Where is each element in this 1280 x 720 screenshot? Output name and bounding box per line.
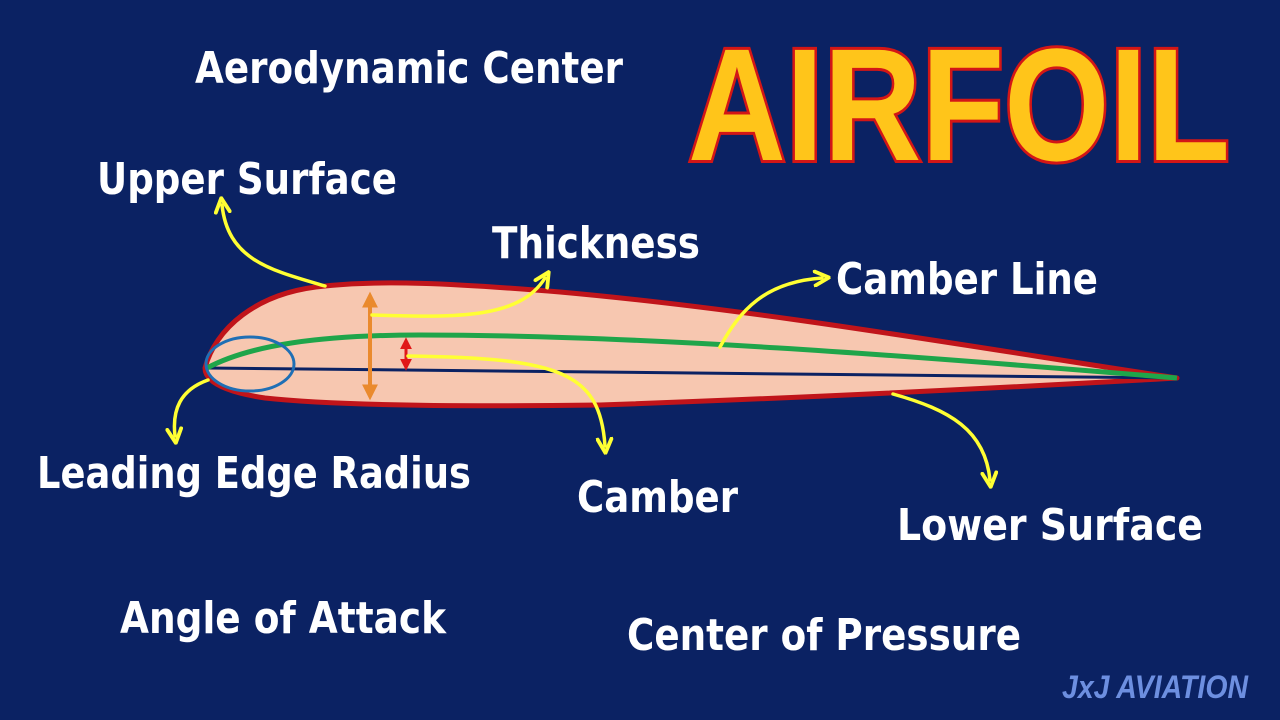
title-airfoil: AIRFOIL: [688, 15, 1230, 194]
upper-surface-pointer: [222, 205, 327, 288]
label-camber-line: Camber Line: [836, 254, 1098, 305]
leading-edge-circle: [204, 335, 296, 393]
label-upper-surface: Upper Surface: [97, 154, 397, 205]
camber-pointer: [406, 354, 605, 446]
lower-surface-pointer: [891, 392, 990, 480]
brand-watermark: JxJ AVIATION: [1062, 669, 1249, 705]
label-camber: Camber: [577, 472, 738, 523]
label-thickness: Thickness: [492, 218, 700, 269]
label-angle-of-attack: Angle of Attack: [120, 593, 447, 644]
label-aerodynamic-center: Aerodynamic Center: [195, 43, 623, 94]
label-leading-edge-radius: Leading Edge Radius: [37, 448, 471, 499]
thickness-pointer: [370, 278, 545, 318]
camber-line-pointer: [718, 278, 822, 349]
label-center-of-pressure: Center of Pressure: [627, 610, 1021, 661]
leading-edge-pointer: [174, 378, 210, 436]
label-lower-surface: Lower Surface: [897, 500, 1203, 551]
